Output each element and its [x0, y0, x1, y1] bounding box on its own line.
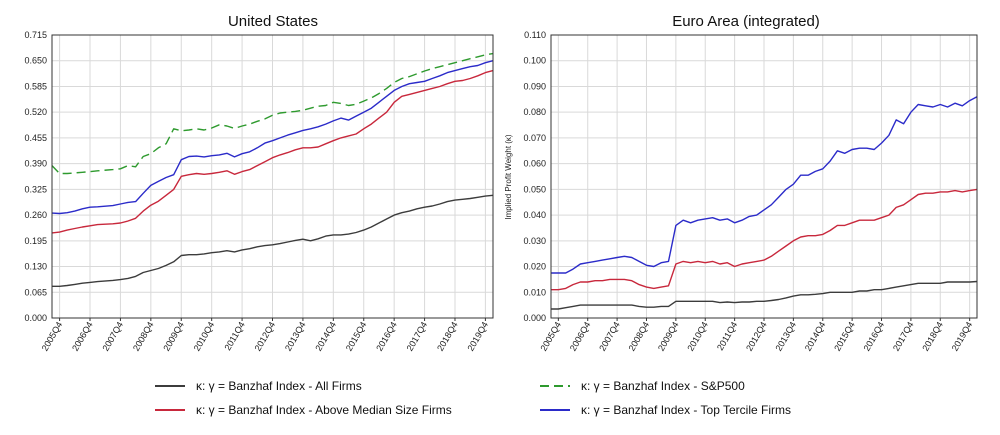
- series-line-top-tercile: [551, 96, 978, 274]
- y-tick-label: 0.455: [24, 133, 47, 143]
- chart-title-euro-area: Euro Area (integrated): [672, 13, 820, 30]
- y-tick-label: 0.195: [24, 236, 47, 246]
- y-tick-label: 0.065: [24, 287, 47, 297]
- y-tick-label: 0.650: [24, 56, 47, 66]
- x-tick-label: 2006Q4: [70, 320, 95, 353]
- y-tick-label: 0.100: [523, 56, 546, 66]
- x-tick-label: 2015Q4: [832, 320, 857, 353]
- series-line-all-firms: [52, 194, 494, 287]
- y-tick-label: 0.000: [523, 313, 546, 323]
- x-tick-label: 2015Q4: [344, 320, 369, 353]
- y-tick-label: 0.715: [24, 30, 47, 40]
- y-tick-label: 0.020: [523, 262, 546, 272]
- legend-item-all-firms: κ: γ = Banzhaf Index - All Firms: [155, 379, 362, 393]
- y-tick-label: 0.090: [523, 81, 546, 91]
- y-tick-label: 0.040: [523, 210, 546, 220]
- x-tick-label: 2018Q4: [435, 320, 460, 353]
- y-tick-label: 0.520: [24, 107, 47, 117]
- y-tick-label: 0.325: [24, 184, 47, 194]
- series-line-all-firms: [551, 280, 978, 310]
- legend-label-top-tercile: κ: γ = Banzhaf Index - Top Tercile Firms: [581, 403, 791, 417]
- series-line-above-median: [51, 69, 494, 234]
- x-tick-label: 2010Q4: [685, 320, 710, 353]
- x-tick-label: 2011Q4: [715, 320, 739, 352]
- x-tick-label: 2014Q4: [313, 320, 338, 353]
- y-tick-label: 0.260: [24, 210, 47, 220]
- x-tick-label: 2013Q4: [283, 320, 308, 353]
- x-tick-label: 2008Q4: [131, 320, 156, 353]
- x-tick-label: 2007Q4: [597, 320, 622, 353]
- y-tick-label: 0.390: [24, 159, 47, 169]
- x-tick-label: 2012Q4: [253, 320, 278, 353]
- x-tick-label: 2009Q4: [161, 320, 186, 353]
- x-tick-label: 2019Q4: [465, 320, 490, 353]
- y-tick-label: 0.000: [24, 313, 47, 323]
- x-tick-label: 2014Q4: [803, 320, 828, 353]
- x-tick-label: 2017Q4: [405, 320, 430, 353]
- y-tick-label: 0.110: [524, 30, 546, 40]
- plot-frame: [550, 34, 978, 319]
- chart-united-states: United States 0.000 0.065 0.130 0.195 0.260 0…: [24, 13, 494, 353]
- x-tick-label: 2019Q4: [950, 320, 975, 353]
- legend-label-all-firms: κ: γ = Banzhaf Index - All Firms: [196, 379, 362, 393]
- y-tick-label: 0.030: [523, 236, 546, 246]
- series-line-top-tercile: [51, 60, 494, 215]
- x-tick-label: 2010Q4: [192, 320, 217, 353]
- y-tick-label: 0.080: [523, 107, 546, 117]
- x-tick-label: 2006Q4: [568, 320, 593, 353]
- legend-label-above-median: κ: γ = Banzhaf Index - Above Median Size…: [196, 403, 452, 417]
- x-tick-label: 2016Q4: [862, 320, 887, 353]
- x-tick-label: 2008Q4: [627, 320, 652, 353]
- x-tick-label: 2007Q4: [100, 320, 125, 353]
- x-tick-label: 2012Q4: [744, 320, 769, 353]
- y-tick-label: 0.060: [523, 159, 546, 169]
- legend-label-sp500: κ: γ = Banzhaf Index - S&P500: [581, 379, 745, 393]
- legend-item-sp500: κ: γ = Banzhaf Index - S&P500: [540, 379, 745, 393]
- y-tick-label: 0.010: [523, 287, 546, 297]
- legend-item-top-tercile: κ: γ = Banzhaf Index - Top Tercile Firms: [540, 403, 791, 417]
- y-tick-label: 0.130: [24, 262, 47, 272]
- x-tick-label: 2016Q4: [374, 320, 399, 353]
- plot-frame: [51, 34, 494, 319]
- y-tick-label: 0.070: [523, 133, 546, 143]
- y-axis-label: Implied Profit Weight (κ): [504, 134, 513, 220]
- series-line-above-median: [551, 188, 978, 291]
- x-tick-label: 2011Q4: [222, 320, 246, 352]
- y-tick-label: 0.585: [24, 81, 47, 91]
- x-tick-label: 2005Q4: [538, 320, 563, 353]
- y-tick-label: 0.050: [523, 184, 546, 194]
- x-tick-label: 2013Q4: [773, 320, 798, 353]
- x-tick-label: 2009Q4: [656, 320, 681, 353]
- x-tick-label: 2005Q4: [40, 320, 65, 353]
- x-tick-label: 2017Q4: [891, 320, 916, 353]
- legend-item-above-median: κ: γ = Banzhaf Index - Above Median Size…: [155, 403, 452, 417]
- x-tick-label: 2018Q4: [920, 320, 945, 353]
- chart-euro-area: Euro Area (integrated) Implied Profit We…: [504, 13, 978, 353]
- legend: κ: γ = Banzhaf Index - All Firms κ: γ = …: [155, 379, 791, 417]
- chart-title-united-states: United States: [228, 13, 318, 30]
- series-line-sp500: [51, 52, 494, 175]
